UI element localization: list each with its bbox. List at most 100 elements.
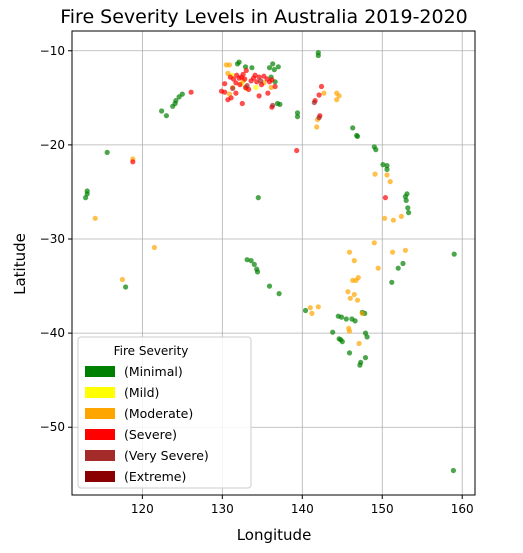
- y-tick-label: −20: [40, 138, 65, 152]
- data-point: [359, 310, 365, 316]
- data-point: [345, 289, 351, 295]
- data-point: [343, 316, 349, 322]
- data-point: [338, 314, 345, 320]
- x-tick-label: 120: [131, 502, 154, 516]
- data-point: [255, 195, 261, 201]
- axis-ticks: 120 130 140 150 160 −10 −20 −30 −40 −50: [40, 44, 474, 516]
- data-point: [384, 163, 390, 169]
- data-point: [268, 84, 274, 91]
- data-point: [357, 362, 363, 368]
- data-point: [321, 90, 327, 96]
- data-point: [222, 89, 228, 95]
- data-point: [269, 77, 275, 83]
- legend-swatch: [85, 408, 115, 419]
- data-point: [230, 85, 236, 91]
- data-point: [354, 297, 361, 303]
- data-point: [364, 334, 370, 340]
- legend-label: (Extreme): [124, 469, 186, 484]
- data-point: [353, 277, 359, 283]
- data-point: [346, 350, 353, 356]
- data-point: [248, 258, 254, 264]
- data-point: [347, 295, 353, 301]
- data-point: [294, 110, 301, 116]
- data-point: [270, 102, 276, 108]
- legend-label: (Very Severe): [124, 448, 209, 463]
- data-point: [243, 67, 249, 74]
- scatter-points: [83, 50, 457, 474]
- data-point: [266, 283, 273, 289]
- data-point: [249, 65, 255, 71]
- data-point: [404, 191, 410, 197]
- series-very-severe: [230, 78, 322, 121]
- data-point: [173, 98, 179, 104]
- legend-label: (Severe): [124, 427, 177, 442]
- data-point: [395, 265, 401, 271]
- legend-entries: (Minimal) (Mild) (Moderate) (Severe) (Very S…: [85, 364, 209, 484]
- series-severe: [130, 67, 388, 201]
- data-point: [382, 195, 388, 201]
- chart-title: Fire Severity Levels in Australia 2019-2…: [60, 6, 468, 28]
- data-point: [228, 95, 234, 101]
- data-point: [240, 71, 246, 77]
- data-point: [265, 90, 271, 96]
- data-point: [398, 213, 404, 219]
- data-point: [92, 215, 98, 221]
- data-point: [314, 124, 320, 130]
- data-point: [266, 65, 273, 71]
- data-point: [123, 284, 129, 290]
- data-point: [354, 133, 361, 139]
- data-point: [315, 304, 321, 310]
- data-point: [272, 83, 278, 90]
- data-point: [316, 92, 322, 98]
- legend-swatch: [85, 387, 115, 398]
- data-point: [119, 276, 125, 283]
- data-point: [309, 310, 315, 316]
- y-tick-label: −50: [40, 420, 65, 434]
- data-point: [390, 249, 396, 255]
- data-point: [179, 91, 185, 97]
- legend-label: (Minimal): [124, 364, 183, 379]
- data-point: [239, 100, 245, 107]
- data-point: [334, 97, 340, 103]
- data-point: [233, 90, 239, 96]
- data-point: [371, 240, 377, 246]
- data-point: [316, 115, 322, 121]
- data-point: [130, 159, 136, 165]
- legend-swatch: [85, 471, 115, 482]
- data-point: [237, 82, 243, 88]
- data-point: [351, 291, 357, 298]
- data-point: [346, 249, 353, 255]
- data-point: [104, 149, 110, 155]
- data-point: [188, 89, 194, 95]
- data-point: [254, 269, 261, 275]
- data-point: [405, 205, 411, 211]
- data-point: [222, 81, 228, 87]
- x-tick-label: 130: [211, 502, 234, 516]
- y-tick-label: −30: [40, 232, 65, 246]
- data-point: [390, 217, 396, 223]
- data-point: [450, 467, 456, 474]
- data-point: [311, 99, 317, 106]
- data-point: [346, 328, 353, 334]
- data-point: [294, 147, 300, 154]
- data-point: [275, 64, 281, 70]
- legend-swatch: [85, 366, 115, 377]
- y-tick-label: −10: [40, 44, 65, 58]
- data-point: [384, 172, 390, 178]
- data-point: [242, 76, 248, 82]
- data-point: [271, 67, 277, 73]
- series-minimal: [83, 50, 457, 474]
- legend-swatch: [85, 429, 115, 440]
- data-point: [384, 166, 390, 172]
- data-point: [339, 339, 345, 345]
- data-point: [307, 305, 313, 311]
- data-point: [253, 84, 259, 91]
- grid: [72, 31, 475, 495]
- data-point: [336, 93, 342, 99]
- data-point: [302, 307, 309, 314]
- data-point: [251, 261, 257, 267]
- y-axis-label: Latitude: [11, 233, 29, 295]
- x-tick-label: 140: [291, 502, 314, 516]
- data-point: [352, 318, 358, 324]
- y-tick-label: −40: [40, 326, 65, 340]
